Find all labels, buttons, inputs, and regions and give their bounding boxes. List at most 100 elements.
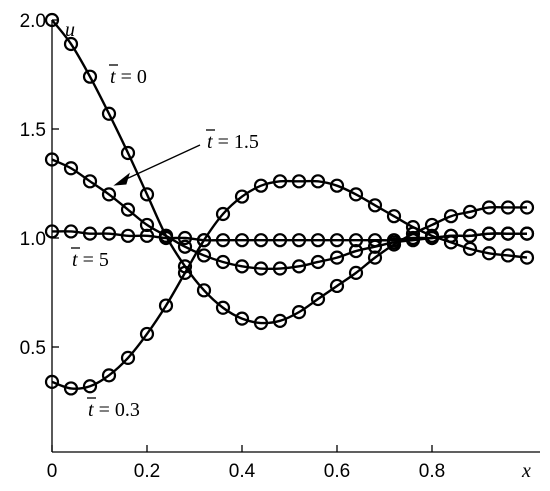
data-point-t0-3 [462,241,478,256]
series-label-value: = 0.3 [94,399,140,421]
data-point-t5 [272,233,288,248]
x-axis-title: x [521,460,531,482]
data-point-t5 [120,228,136,243]
markers [44,12,535,396]
series-label-value: = 5 [78,249,109,271]
data-point-t0 [101,106,117,121]
data-point-t1-5 [367,239,383,254]
data-point-t0 [196,283,212,298]
data-point-t1-5 [82,174,98,189]
data-point-t5 [82,226,98,241]
data-point-t1-5 [310,254,326,270]
data-point-t5 [443,228,459,243]
x-tick-label: 0.8 [419,461,445,482]
data-point-t1-5 [215,254,231,270]
data-point-t5 [139,228,155,243]
data-point-t0 [234,311,250,326]
data-point-t0-3 [329,178,345,193]
series-label-t0: t = 0 [110,66,147,88]
data-point-t0-3 [177,265,193,280]
x-tick-label: 0.2 [134,461,160,482]
data-point-t5 [405,230,421,246]
data-point-t0-3 [310,174,326,189]
data-point-t0-3 [519,250,535,265]
data-point-t5 [101,226,117,241]
data-point-t0-3 [101,368,117,383]
data-point-t5 [367,233,383,248]
series-label-var: t [110,66,116,88]
data-point-t1-5 [196,248,212,263]
data-point-t0-3 [386,209,402,224]
data-point-t1-5 [253,261,269,276]
data-point-t0 [120,145,136,161]
y-tick-label: 0.5 [20,338,46,359]
data-point-t5 [500,226,516,241]
arrow-shaft [123,144,201,181]
data-point-t0-3 [158,298,174,313]
data-point-t0-3 [120,350,136,365]
data-point-t5 [386,233,402,248]
data-point-t0-3 [215,206,231,222]
y-tick-label: 2.0 [20,11,46,32]
data-point-t0-3 [139,326,155,342]
data-point-t0-3 [443,235,459,250]
data-point-t1-5 [44,152,60,167]
annotation-arrow [113,144,201,186]
series-label-t1-5: t = 1.5 [207,131,259,153]
data-point-t0-3 [272,174,288,189]
series-label-value: = 1.5 [213,131,259,153]
series-label-t0-3: t = 0.3 [88,399,140,421]
series-label-value: = 0 [116,66,147,88]
y-tick-label: 1.0 [20,229,46,250]
data-point-t1-5 [291,259,307,274]
data-point-t5 [310,233,326,248]
data-point-t0 [63,36,79,52]
data-point-t1-5 [63,161,79,176]
data-point-t0-3 [196,233,212,248]
data-point-t5 [63,224,79,239]
data-point-t0-3 [63,381,79,396]
data-point-t1-5 [120,202,136,217]
data-point-t0 [253,315,269,331]
data-point-t0 [329,278,345,294]
data-point-t0 [367,250,383,265]
data-point-t0 [44,12,60,28]
data-point-t5 [215,233,231,248]
arrow-head [113,172,130,186]
data-point-t5 [329,233,345,248]
data-point-t0-3 [424,228,440,243]
data-point-t1-5 [329,250,345,265]
data-point-t0 [310,291,326,307]
data-point-t5 [44,224,60,239]
data-point-t0 [139,187,155,202]
data-point-t0-3 [405,220,421,235]
data-point-t0 [291,305,307,320]
series-label-var: t [88,399,94,421]
data-point-t1-5 [101,187,117,202]
data-point-t5 [158,230,174,246]
data-point-t5 [234,233,250,248]
data-point-t5 [481,226,497,241]
data-point-t0-3 [82,379,98,394]
data-point-t0-3 [44,374,60,389]
data-point-t0 [481,200,497,215]
data-point-t5 [519,226,535,241]
x-tick-label: 0.6 [324,461,350,482]
series-label-var: t [72,249,78,271]
data-point-t5 [177,230,193,246]
x-tick-label: 0.4 [229,461,256,482]
data-point-t0 [462,204,478,219]
y-tick-label: 1.5 [20,120,46,141]
data-point-t5 [348,233,364,248]
data-point-t0-3 [234,189,250,204]
y-axis-title: u [65,19,75,41]
data-point-t0 [272,313,288,328]
data-point-t0 [519,200,535,215]
data-point-t1-5 [234,259,250,274]
data-point-t0-3 [253,178,269,193]
data-point-t0 [443,209,459,224]
data-point-t0-3 [500,248,516,263]
x-tick-label: 0 [47,461,58,482]
